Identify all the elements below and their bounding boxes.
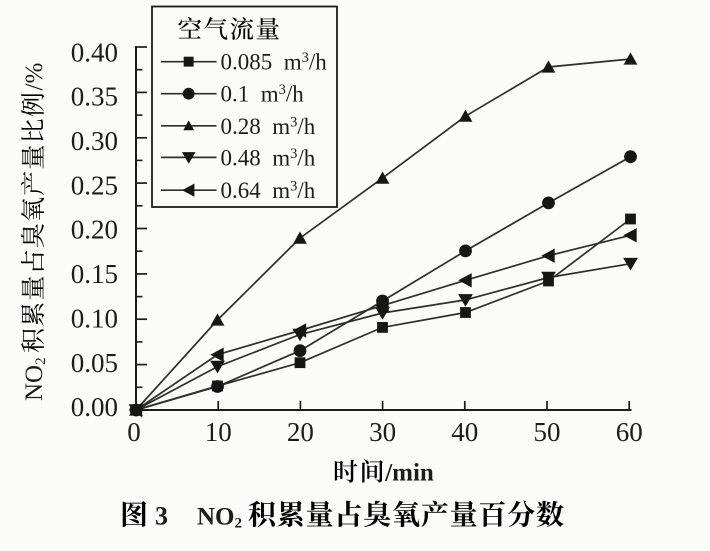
- svg-text:0: 0: [127, 417, 141, 447]
- svg-text:10: 10: [205, 417, 232, 447]
- svg-text:0.05: 0.05: [71, 348, 118, 378]
- svg-text:/min: /min: [384, 460, 434, 487]
- svg-text:50: 50: [534, 417, 561, 447]
- svg-text:60: 60: [616, 417, 643, 447]
- svg-text:0.28 m3/h: 0.28 m3/h: [221, 114, 316, 139]
- svg-text:0.35: 0.35: [71, 82, 118, 112]
- svg-text:0.1 m3/h: 0.1 m3/h: [221, 82, 305, 107]
- svg-text:0.30: 0.30: [71, 126, 118, 156]
- svg-text:0.64 m3/h: 0.64 m3/h: [221, 178, 316, 203]
- svg-text:0.10: 0.10: [71, 303, 118, 333]
- svg-text:40: 40: [451, 417, 478, 447]
- svg-text:0.25: 0.25: [71, 170, 118, 200]
- svg-text:0.15: 0.15: [71, 259, 118, 289]
- svg-text:/%: /%: [21, 63, 48, 91]
- svg-text:0.085 m3/h: 0.085 m3/h: [221, 50, 328, 75]
- svg-text:0.00: 0.00: [71, 392, 118, 422]
- svg-text:30: 30: [369, 417, 396, 447]
- svg-text:3: 3: [155, 502, 168, 531]
- svg-text:0.40: 0.40: [71, 37, 118, 67]
- svg-text:0.48 m3/h: 0.48 m3/h: [221, 145, 316, 170]
- svg-text:0.20: 0.20: [71, 215, 118, 245]
- svg-text:20: 20: [287, 417, 314, 447]
